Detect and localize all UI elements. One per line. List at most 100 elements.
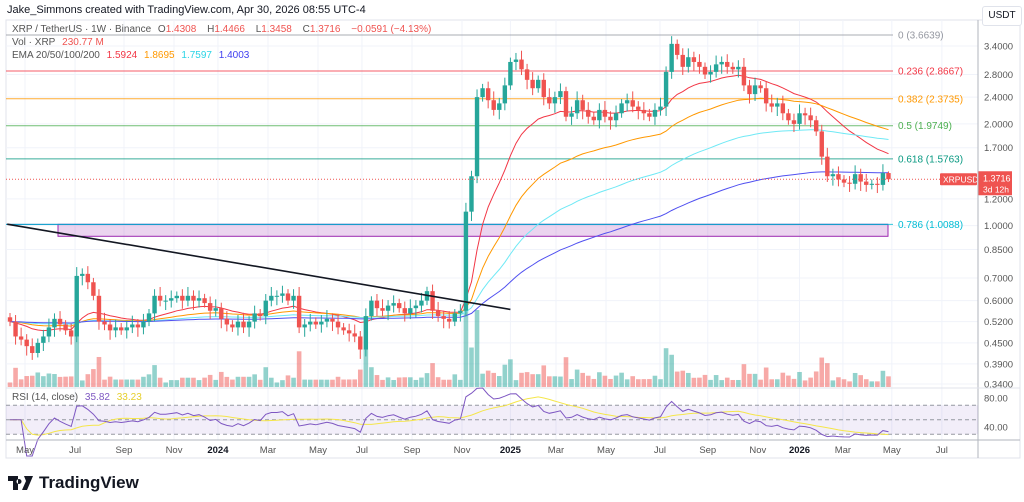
volume-bar	[630, 376, 636, 387]
volume-bar	[346, 379, 352, 387]
high-label: H	[207, 24, 215, 35]
volume-bar	[374, 375, 380, 387]
candle-body	[269, 295, 274, 301]
volume-bar	[669, 354, 674, 387]
volume-bar	[797, 371, 802, 387]
candle-body	[41, 336, 46, 343]
currency-button[interactable]: USDT	[982, 6, 1022, 26]
volume-bar	[502, 364, 508, 387]
volume-bar	[463, 310, 469, 387]
price-axis-tick: 2.0000	[984, 119, 1013, 130]
candle-body	[569, 113, 574, 117]
rsi-line	[10, 387, 889, 457]
volume-bar	[591, 378, 597, 387]
volume-bar	[246, 376, 252, 387]
ema50-line	[9, 97, 889, 327]
time-axis-label: Mar	[260, 445, 276, 456]
candle-body	[669, 43, 674, 72]
time-axis-label: 2025	[500, 445, 522, 456]
time-axis-label: May	[597, 445, 615, 456]
volume-bar	[813, 371, 819, 387]
candle-body	[574, 100, 580, 114]
candle-body	[447, 318, 452, 322]
volume-bar	[35, 372, 41, 387]
volume-bar	[619, 372, 624, 387]
candle-body	[752, 85, 758, 95]
ema-label[interactable]: EMA 20/50/100/200	[12, 50, 100, 61]
candle-body	[652, 109, 658, 117]
candle-body	[686, 57, 691, 67]
volume-bar	[202, 377, 207, 387]
volume-bar	[52, 374, 57, 387]
fib-level-label: 0.618 (1.5763)	[898, 154, 963, 165]
volume-bar	[869, 381, 875, 387]
price-tag-value: 1.3716	[983, 173, 1011, 183]
candle-body	[836, 174, 841, 180]
volume-bar	[296, 351, 302, 387]
volume-bar	[302, 379, 307, 387]
rsi-ma-value: 33.23	[116, 392, 142, 403]
candle-body	[530, 79, 535, 89]
volume-bar	[113, 379, 118, 387]
candle-body	[758, 85, 763, 89]
candle-body	[180, 295, 185, 301]
candle-body	[85, 273, 91, 283]
volume-bar	[713, 375, 719, 387]
candle-body	[613, 113, 619, 121]
candle-body	[797, 113, 802, 124]
candle-body	[369, 300, 374, 317]
candle-body	[219, 308, 224, 319]
price-tag	[978, 171, 1012, 196]
rsi-label[interactable]: RSI (14, close)	[12, 392, 79, 403]
time-axis-label: 2026	[789, 445, 810, 456]
candle-body	[113, 327, 118, 331]
candle-body	[814, 120, 819, 132]
volume-bar	[708, 379, 713, 387]
price-axis-tick: 1.7000	[984, 143, 1013, 154]
ema100-value: 1.7597	[181, 50, 212, 61]
volume-bar	[530, 374, 535, 387]
volume-bar	[702, 374, 708, 387]
candle-body	[680, 54, 685, 67]
volume-bar	[324, 379, 330, 387]
candle-body	[191, 295, 196, 301]
volume-bar	[558, 376, 563, 387]
volume-bar	[597, 372, 602, 387]
candle-body	[825, 156, 830, 177]
symbol-tag	[940, 173, 977, 186]
candle-body	[258, 313, 263, 317]
volume-bar	[63, 376, 68, 387]
candle-body	[74, 275, 79, 337]
candle-body	[413, 305, 419, 309]
candle-body	[285, 293, 291, 301]
volume-bar	[168, 380, 174, 387]
candle-body	[791, 120, 797, 124]
volume-bar	[635, 379, 641, 387]
chart-frame	[5, 19, 1021, 459]
volume-legend: Vol · XRP 230.77 M	[12, 37, 108, 48]
volume-bar	[163, 382, 168, 387]
candle-body	[647, 113, 652, 117]
symbol-name[interactable]: XRP / TetherUS · 1W · Binance	[12, 24, 152, 35]
ema20-value: 1.5924	[106, 50, 138, 61]
volume-bar	[508, 359, 513, 387]
candle-body	[196, 298, 202, 301]
candle-body	[730, 66, 735, 70]
candle-body	[741, 66, 747, 86]
candle-body	[591, 116, 596, 121]
candle-body	[358, 336, 363, 350]
volume-bar	[830, 380, 836, 387]
candle-body	[235, 321, 241, 328]
volume-bar	[424, 373, 430, 387]
candle-body	[7, 317, 13, 322]
volume-bar	[413, 379, 419, 387]
candle-body	[241, 321, 246, 328]
candle-body	[107, 324, 113, 331]
candle-body	[469, 176, 474, 212]
volume-bar	[235, 376, 241, 387]
volume-label[interactable]: Vol · XRP	[12, 37, 56, 48]
low-label: L	[255, 24, 262, 35]
candle-body	[63, 324, 68, 331]
candle-body	[725, 61, 730, 67]
